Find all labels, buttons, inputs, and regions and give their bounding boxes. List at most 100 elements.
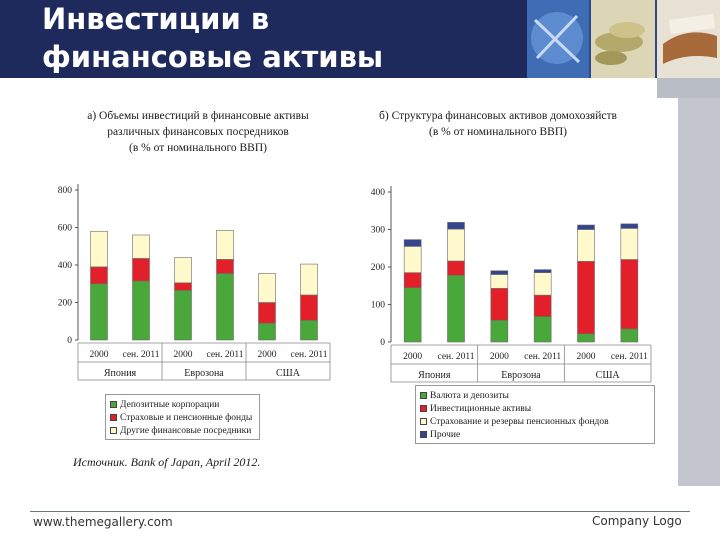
legend-label: Депозитные корпорации bbox=[120, 399, 220, 410]
slide-title: Инвестиции в финансовые активы bbox=[42, 0, 383, 76]
legend-swatch-green bbox=[420, 392, 427, 399]
chart-b-bar-segment bbox=[490, 288, 509, 321]
chart-b-x-tick-label: 2000 bbox=[403, 352, 422, 362]
chart-a-bar-segment bbox=[300, 320, 318, 341]
legend-item: Другие финансовые посредники bbox=[110, 424, 253, 437]
legend-item: Инвестиционные активы bbox=[420, 402, 648, 415]
chart-b-y-tick-label: 0 bbox=[380, 338, 385, 348]
footer-company-logo: Company Logo bbox=[592, 514, 682, 528]
slide-header: Инвестиции в финансовые активы bbox=[0, 0, 720, 78]
chart-a-title: а) Объемы инвестиций в финансовые активы… bbox=[73, 108, 323, 156]
chart-a-y-tick-label: 400 bbox=[58, 261, 73, 271]
chart-a-x-tick-label: 2000 bbox=[258, 350, 277, 360]
chart-b-bar-segment bbox=[620, 223, 639, 229]
chart-a-title-line-1: а) Объемы инвестиций в финансовые активы bbox=[87, 110, 309, 122]
footer-website[interactable]: www.themegallery.com bbox=[33, 515, 173, 529]
legend-label: Инвестиционные активы bbox=[430, 403, 532, 414]
chart-a-bar-segment bbox=[132, 234, 150, 259]
legend-swatch-navy bbox=[420, 431, 427, 438]
legend-item: Валюта и депозиты bbox=[420, 389, 648, 402]
chart-a-y-tick-label: 200 bbox=[58, 299, 73, 309]
chart-b-bar-segment bbox=[490, 270, 509, 275]
chart-a-bar-segment bbox=[216, 273, 234, 341]
chart-a-y-tick-label: 0 bbox=[67, 336, 72, 346]
chart-b-bar-segment bbox=[403, 246, 422, 273]
legend-label: Страховые и пенсионные фонды bbox=[120, 412, 253, 423]
chart-a-group-label: США bbox=[276, 368, 301, 379]
figure-panel: 0 200 400 600 800 2000 сен. 2011 2000 сен. 2011 2… bbox=[43, 98, 678, 488]
legend-item: Страховые и пенсионные фонды bbox=[110, 411, 253, 424]
chart-a-bar-segment bbox=[258, 302, 276, 324]
chart-b-title: б) Структура финансовых активов домохозя… bbox=[363, 108, 633, 140]
chart-b-x-tick-label: сен. 2011 bbox=[524, 352, 561, 362]
chart-a-bar-segment bbox=[174, 282, 192, 291]
chart-b-bar-segment bbox=[490, 319, 509, 343]
chart-b-bar-segment bbox=[533, 316, 552, 343]
chart-b-y-tick-label: 400 bbox=[371, 188, 386, 198]
chart-a-legend: Депозитные корпорации Страховые и пенсио… bbox=[105, 394, 260, 440]
chart-b-bar-segment bbox=[447, 228, 465, 262]
legend-label: Страхование и резервы пенсионных фондов bbox=[430, 416, 609, 427]
legend-label: Другие финансовые посредники bbox=[120, 425, 252, 436]
chart-a-title-line-3: (в % от номинального ВВП) bbox=[129, 142, 267, 154]
chart-a-x-tick-label: 2000 bbox=[174, 350, 193, 360]
chart-b-bar-segment bbox=[577, 224, 595, 230]
legend-item: Страхование и резервы пенсионных фондов bbox=[420, 415, 648, 428]
chart-b-y-tick-label: 300 bbox=[371, 226, 386, 236]
chart-b-y-tick-label: 100 bbox=[371, 301, 386, 311]
chart-b-x-tick-label: сен. 2011 bbox=[437, 352, 474, 362]
chart-b-bar-segment bbox=[403, 287, 422, 343]
chart-a-bar-segment bbox=[174, 257, 192, 284]
chart-a-bar-segment bbox=[258, 322, 276, 341]
chart-a-bar-segment bbox=[90, 266, 108, 285]
chart-a-y-tick-label: 600 bbox=[58, 224, 73, 234]
chart-a-group-label: Еврозона bbox=[184, 368, 224, 379]
chart-a-bar-segment bbox=[90, 283, 108, 341]
chart-b-title-line-2: (в % от номинального ВВП) bbox=[429, 126, 567, 138]
decorative-strip-right bbox=[678, 98, 720, 486]
chart-b-bar-segment bbox=[490, 274, 509, 289]
chart-b-group-label: США bbox=[596, 370, 621, 381]
chart-b-group-label: Еврозона bbox=[501, 370, 541, 381]
chart-a-bar-segment bbox=[300, 263, 318, 296]
legend-item: Прочие bbox=[420, 428, 648, 441]
chart-a-bar-segment bbox=[90, 230, 108, 268]
legend-label: Прочие bbox=[430, 429, 461, 440]
chart-a-bar-segment bbox=[132, 258, 150, 282]
header-photo-collage bbox=[527, 0, 720, 78]
chart-b-bar-segment bbox=[577, 261, 595, 335]
chart-b-bar-segment bbox=[577, 229, 595, 262]
chart-a-x-tick-label: сен. 2011 bbox=[290, 350, 327, 360]
chart-b-bar-segment bbox=[447, 274, 465, 343]
legend-label: Валюта и депозиты bbox=[430, 390, 509, 401]
chart-b-x-tick-label: сен. 2011 bbox=[611, 352, 648, 362]
chart-b-bar-segment bbox=[533, 272, 552, 296]
chart-a-bar-segment bbox=[132, 280, 150, 341]
title-line-2: финансовые активы bbox=[42, 40, 384, 74]
chart-b-x-tick-label: 2000 bbox=[490, 352, 509, 362]
chart-b-bar-segment bbox=[403, 239, 422, 247]
chart-b-bar-segment bbox=[533, 269, 552, 273]
legend-swatch-cream bbox=[420, 418, 427, 425]
chart-b-title-line-1: б) Структура финансовых активов домохозя… bbox=[379, 110, 617, 122]
chart-b-bar-segment bbox=[447, 260, 465, 276]
title-line-1: Инвестиции в bbox=[42, 2, 270, 36]
legend-swatch-red bbox=[420, 405, 427, 412]
legend-swatch-green bbox=[110, 401, 117, 408]
chart-a-bar-segment bbox=[174, 290, 192, 341]
chart-a-title-line-2: различных финансовых посредников bbox=[107, 126, 289, 138]
legend-swatch-cream bbox=[110, 427, 117, 434]
source-note: Источник. Bank of Japan, April 2012. bbox=[73, 455, 261, 469]
chart-a-x-tick-label: сен. 2011 bbox=[206, 350, 243, 360]
footer-divider bbox=[30, 511, 690, 512]
chart-b-bar-segment bbox=[403, 272, 422, 288]
chart-a-group-label: Япония bbox=[104, 368, 137, 379]
decorative-strip-top bbox=[657, 78, 720, 98]
chart-a-x-tick-label: сен. 2011 bbox=[122, 350, 159, 360]
chart-b-bar-segment bbox=[620, 328, 639, 343]
legend-swatch-red bbox=[110, 414, 117, 421]
chart-a-bar-segment bbox=[216, 230, 234, 260]
legend-item: Депозитные корпорации bbox=[110, 398, 253, 411]
chart-b-bar-segment bbox=[577, 333, 595, 343]
